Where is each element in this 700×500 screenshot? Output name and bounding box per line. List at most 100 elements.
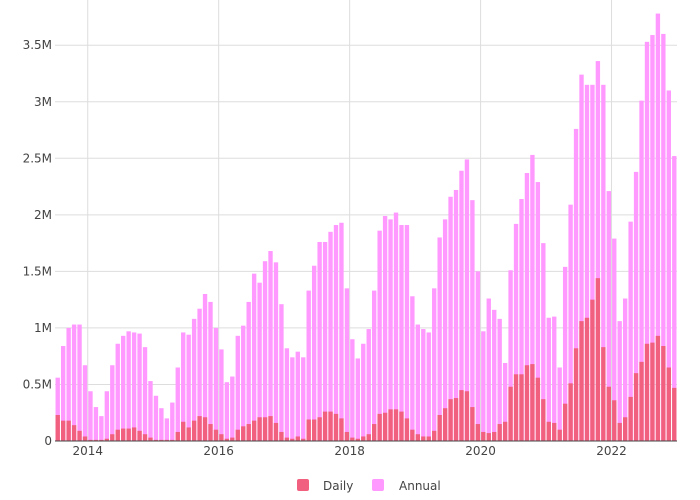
bar-daily[interactable] (328, 411, 333, 441)
bar-annual[interactable] (88, 391, 93, 441)
bar-daily[interactable] (524, 365, 530, 441)
bar-daily[interactable] (497, 424, 502, 441)
bar-daily[interactable] (202, 417, 208, 441)
bar-daily[interactable] (622, 417, 628, 441)
bar-annual[interactable] (366, 329, 371, 441)
bar-daily[interactable] (279, 431, 284, 441)
legend-label-annual[interactable]: Annual (399, 479, 441, 493)
bar-daily[interactable] (224, 438, 230, 441)
bar-daily[interactable] (464, 391, 470, 441)
bar-annual[interactable] (486, 298, 491, 441)
bar-daily[interactable] (399, 411, 404, 441)
bar-daily[interactable] (448, 399, 453, 441)
bar-daily[interactable] (366, 434, 371, 441)
bar-annual[interactable] (546, 317, 551, 441)
bar-daily[interactable] (317, 417, 322, 441)
bar-annual[interactable] (273, 262, 279, 441)
bar-daily[interactable] (442, 408, 448, 441)
bar-annual[interactable] (639, 100, 644, 441)
bar-daily[interactable] (415, 434, 421, 441)
bar-daily[interactable] (432, 430, 437, 441)
bar-daily[interactable] (573, 348, 579, 441)
bar-annual[interactable] (650, 35, 655, 442)
bar-daily[interactable] (644, 343, 650, 441)
bar-daily[interactable] (486, 433, 491, 441)
bar-annual[interactable] (104, 391, 110, 441)
bar-daily[interactable] (175, 431, 180, 441)
bar-daily[interactable] (513, 374, 519, 441)
bar-annual[interactable] (301, 357, 306, 441)
bar-annual[interactable] (672, 156, 677, 442)
bar-daily[interactable] (584, 317, 590, 441)
bar-daily[interactable] (601, 347, 606, 441)
bar-annual[interactable] (93, 407, 99, 441)
bar-annual[interactable] (202, 294, 208, 441)
bar-annual[interactable] (617, 321, 622, 441)
bar-annual[interactable] (306, 290, 311, 441)
bar-daily[interactable] (339, 418, 344, 441)
bar-daily[interactable] (333, 413, 339, 441)
bar-daily[interactable] (612, 400, 617, 441)
bar-daily[interactable] (66, 420, 71, 441)
bar-daily[interactable] (142, 434, 148, 441)
bar-annual[interactable] (508, 270, 513, 441)
bar-daily[interactable] (606, 386, 611, 441)
bar-annual[interactable] (164, 418, 170, 441)
bar-annual[interactable] (350, 339, 355, 441)
bar-annual[interactable] (666, 90, 671, 441)
bar-daily[interactable] (568, 383, 573, 441)
bar-daily[interactable] (372, 424, 377, 441)
bar-annual[interactable] (61, 346, 66, 441)
legend-swatch-annual[interactable] (372, 479, 384, 491)
bar-annual[interactable] (562, 266, 568, 441)
bar-daily[interactable] (137, 430, 142, 441)
bar-daily[interactable] (88, 439, 93, 441)
bar-daily[interactable] (268, 416, 273, 441)
bar-annual[interactable] (328, 231, 333, 441)
bar-daily[interactable] (633, 373, 639, 441)
bar-daily[interactable] (241, 426, 246, 441)
bar-annual[interactable] (606, 191, 611, 441)
bar-annual[interactable] (432, 288, 437, 441)
bar-daily[interactable] (153, 439, 159, 441)
bar-annual[interactable] (372, 290, 377, 441)
bar-daily[interactable] (235, 429, 240, 441)
bar-daily[interactable] (164, 439, 170, 441)
bar-daily[interactable] (55, 414, 60, 441)
bar-daily[interactable] (661, 346, 666, 441)
bar-daily[interactable] (628, 396, 633, 441)
bar-daily[interactable] (131, 427, 137, 441)
bar-daily[interactable] (77, 430, 82, 441)
bar-daily[interactable] (535, 377, 541, 441)
bar-annual[interactable] (502, 362, 508, 441)
bar-annual[interactable] (459, 170, 464, 441)
bar-daily[interactable] (617, 422, 622, 441)
bar-annual[interactable] (333, 225, 339, 441)
bar-annual[interactable] (317, 241, 322, 441)
bar-annual[interactable] (442, 219, 448, 441)
bar-annual[interactable] (590, 84, 595, 442)
bar-daily[interactable] (191, 420, 197, 441)
bar-annual[interactable] (344, 288, 350, 441)
bar-annual[interactable] (175, 367, 180, 442)
bar-annual[interactable] (153, 395, 159, 441)
bar-annual[interactable] (595, 61, 601, 442)
bar-annual[interactable] (568, 204, 573, 441)
bar-annual[interactable] (399, 225, 404, 441)
bar-daily[interactable] (437, 414, 442, 441)
bar-daily[interactable] (562, 403, 568, 441)
bar-daily[interactable] (672, 387, 677, 441)
bar-daily[interactable] (197, 416, 202, 441)
bar-daily[interactable] (219, 434, 224, 441)
bar-daily[interactable] (426, 436, 431, 441)
bar-daily[interactable] (262, 417, 268, 441)
legend[interactable]: Daily Annual (297, 479, 441, 493)
bar-daily[interactable] (295, 436, 300, 441)
bar-daily[interactable] (546, 421, 551, 441)
bar-annual[interactable] (121, 335, 126, 441)
bar-annual[interactable] (421, 329, 426, 441)
bar-annual[interactable] (295, 351, 300, 441)
bar-annual[interactable] (339, 222, 344, 441)
bar-annual[interactable] (322, 241, 328, 441)
bar-annual[interactable] (481, 331, 486, 441)
